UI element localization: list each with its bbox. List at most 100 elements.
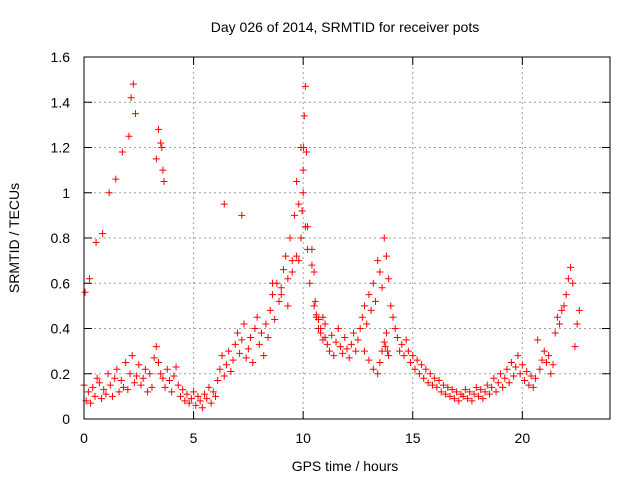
data-point [209, 388, 217, 396]
data-point [115, 388, 123, 396]
data-point [455, 397, 463, 405]
data-point [308, 261, 316, 269]
data-point [152, 155, 160, 163]
data-point [238, 336, 246, 344]
data-point [439, 381, 447, 389]
data-points [80, 80, 583, 412]
data-point [551, 329, 559, 337]
data-point [130, 379, 138, 387]
data-point [106, 381, 114, 389]
data-point [133, 372, 141, 380]
data-point [172, 363, 180, 371]
data-point [442, 390, 450, 398]
data-point [125, 132, 133, 140]
data-point [553, 313, 561, 321]
data-point [98, 395, 106, 403]
data-point [132, 110, 140, 118]
data-point [332, 338, 340, 346]
data-point [382, 252, 390, 260]
y-tick-label: 0.6 [51, 275, 71, 291]
data-point [321, 320, 329, 328]
data-point [251, 325, 259, 332]
data-point [266, 306, 274, 314]
data-point [444, 383, 452, 391]
data-point [385, 275, 393, 283]
data-point [400, 352, 408, 360]
data-point [382, 329, 390, 337]
data-point [317, 325, 325, 332]
data-point [380, 234, 388, 242]
data-point [501, 374, 509, 382]
data-point [391, 325, 399, 332]
data-point [275, 297, 283, 305]
data-point [290, 211, 298, 219]
data-point [407, 358, 415, 366]
data-point [118, 148, 126, 156]
data-point [127, 94, 135, 102]
data-point [384, 347, 392, 355]
data-point [426, 370, 434, 378]
data-point [446, 392, 454, 400]
data-point [157, 139, 165, 147]
y-tick-label: 1.6 [51, 49, 71, 65]
data-point [571, 343, 579, 351]
data-point [268, 279, 276, 287]
data-point [190, 388, 198, 396]
data-point [464, 395, 472, 403]
data-point [389, 313, 397, 321]
data-point [525, 381, 533, 389]
data-point [225, 347, 233, 355]
data-point [137, 381, 145, 389]
data-point [483, 381, 491, 389]
y-tick-label: 0 [62, 411, 70, 427]
data-point [295, 257, 303, 265]
data-point [573, 320, 581, 328]
data-point [148, 383, 156, 391]
x-tick-labels: 0 5 10 15 20 [80, 430, 530, 446]
data-point [470, 390, 478, 398]
data-point [336, 343, 344, 351]
data-point [396, 347, 404, 355]
data-point [161, 383, 169, 391]
plot-frame [83, 56, 611, 420]
x-tick-label: 10 [295, 430, 311, 446]
data-point [92, 239, 100, 247]
data-point [233, 329, 241, 337]
data-point [371, 297, 379, 305]
data-point [81, 288, 89, 296]
data-point [354, 336, 362, 344]
data-point [310, 268, 318, 276]
data-point [413, 356, 421, 364]
data-point [402, 336, 410, 344]
data-point [312, 311, 320, 319]
data-point [510, 372, 518, 380]
data-point [415, 370, 423, 378]
data-point [411, 365, 419, 373]
data-point [518, 361, 526, 369]
data-point [155, 125, 163, 133]
data-point [378, 284, 386, 292]
data-point [220, 372, 228, 380]
x-tick-label: 15 [405, 430, 421, 446]
data-point [207, 399, 215, 407]
data-point [567, 263, 575, 271]
data-point [516, 370, 524, 378]
data-point [176, 392, 184, 400]
data-point [496, 370, 504, 378]
data-point [205, 383, 213, 391]
data-point [475, 392, 482, 400]
data-point [170, 372, 178, 380]
data-point [536, 365, 544, 373]
data-point [350, 329, 358, 337]
data-point [361, 302, 369, 310]
data-point [569, 279, 577, 287]
data-point [260, 352, 268, 360]
data-point [492, 388, 500, 396]
data-point [286, 234, 294, 242]
data-point [152, 343, 160, 351]
data-point [159, 374, 167, 382]
data-point [387, 302, 395, 310]
data-point [218, 352, 226, 360]
data-point [183, 390, 191, 398]
data-point [108, 392, 116, 400]
